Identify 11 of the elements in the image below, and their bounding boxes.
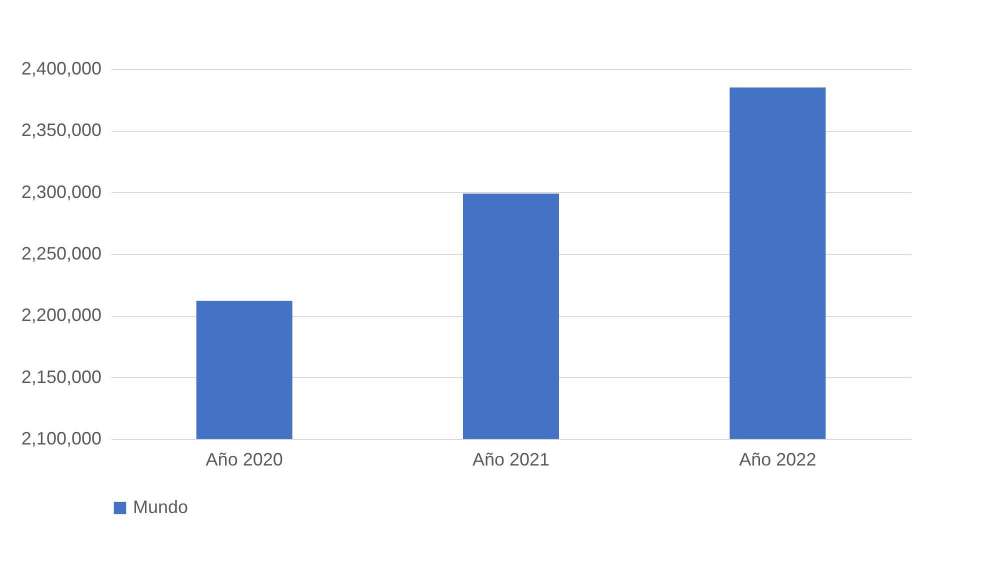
- x-tick-label: Año 2021: [472, 450, 550, 470]
- y-tick-label: 2,400,000: [21, 58, 102, 78]
- y-tick-label: 2,350,000: [21, 120, 102, 140]
- x-tick-label: Año 2020: [206, 450, 283, 470]
- y-tick-label: 2,150,000: [21, 366, 102, 387]
- y-tick-label: 2,200,000: [21, 305, 102, 326]
- legend-label: Mundo: [133, 497, 188, 517]
- y-tick-label: 2,300,000: [21, 182, 102, 202]
- y-tick-label: 2,100,000: [21, 428, 102, 448]
- y-tick-label: 2,250,000: [21, 244, 102, 264]
- x-tick-label: Año 2022: [739, 450, 816, 470]
